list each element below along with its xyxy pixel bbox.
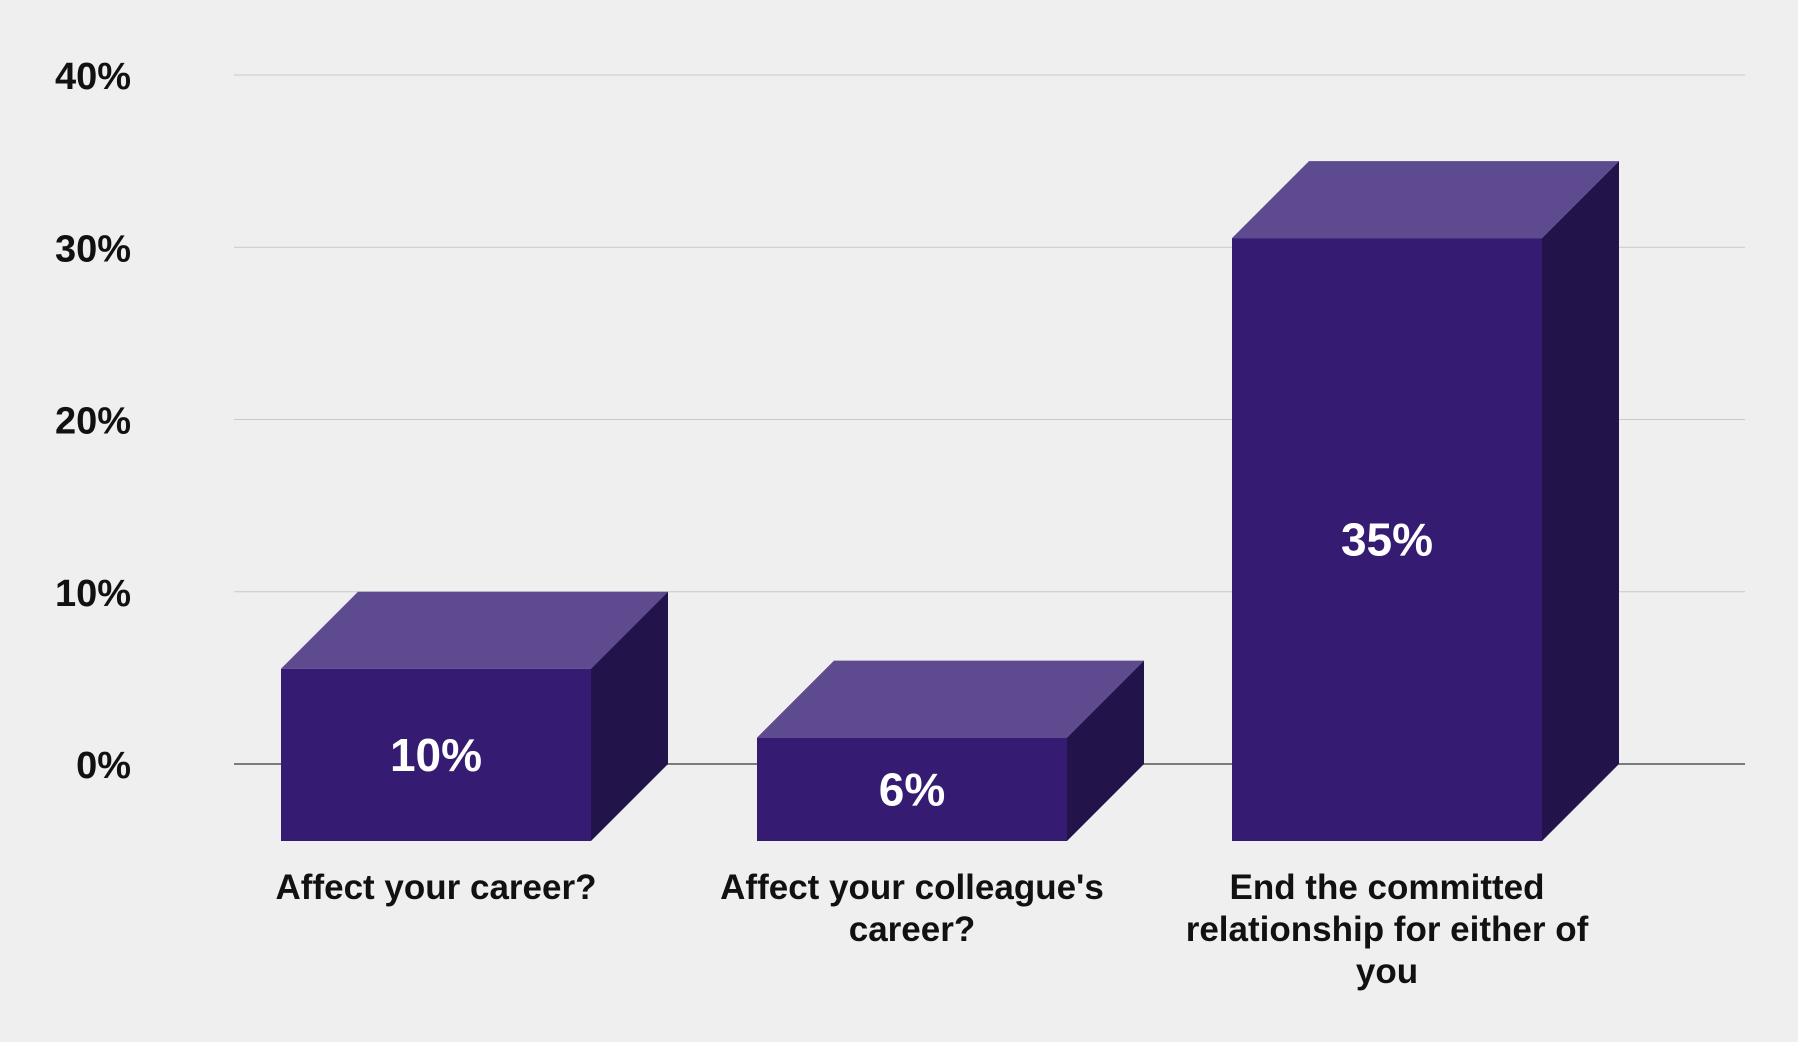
bar-value-label: 35% xyxy=(1341,514,1433,566)
bar: 6% xyxy=(757,660,1144,841)
x-category-label: Affect your career? xyxy=(276,868,597,907)
y-axis-ticks: 0% 10% 20% 30% 40% xyxy=(55,56,131,787)
bar-side-face xyxy=(1542,161,1619,841)
bar-front-face xyxy=(281,668,591,841)
bar-value-label: 10% xyxy=(390,729,482,781)
bar-front-face xyxy=(1232,238,1542,841)
y-tick-label: 30% xyxy=(55,228,131,270)
y-tick-label: 20% xyxy=(55,401,131,443)
bar-value-label: 6% xyxy=(879,763,945,815)
bar: 10% xyxy=(281,591,668,841)
x-category-label: End the committed relationship for either… xyxy=(1186,868,1589,991)
x-category-label: Affect your colleague's career? xyxy=(720,868,1104,949)
bar-top-face xyxy=(757,660,1144,738)
y-tick-label: 0% xyxy=(76,745,131,787)
y-tick-label: 40% xyxy=(55,56,131,98)
bar-top-face xyxy=(1232,161,1619,239)
bar-side-face xyxy=(1067,660,1144,841)
bar-side-face xyxy=(591,591,668,841)
bar: 35% xyxy=(1232,161,1619,841)
bars: 10% 6% 35% xyxy=(281,161,1619,841)
bar-top-face xyxy=(281,591,668,669)
y-tick-label: 10% xyxy=(55,573,131,615)
x-axis-labels: Affect your career? Affect your colleague… xyxy=(276,868,1589,991)
bar-front-face xyxy=(757,737,1067,841)
